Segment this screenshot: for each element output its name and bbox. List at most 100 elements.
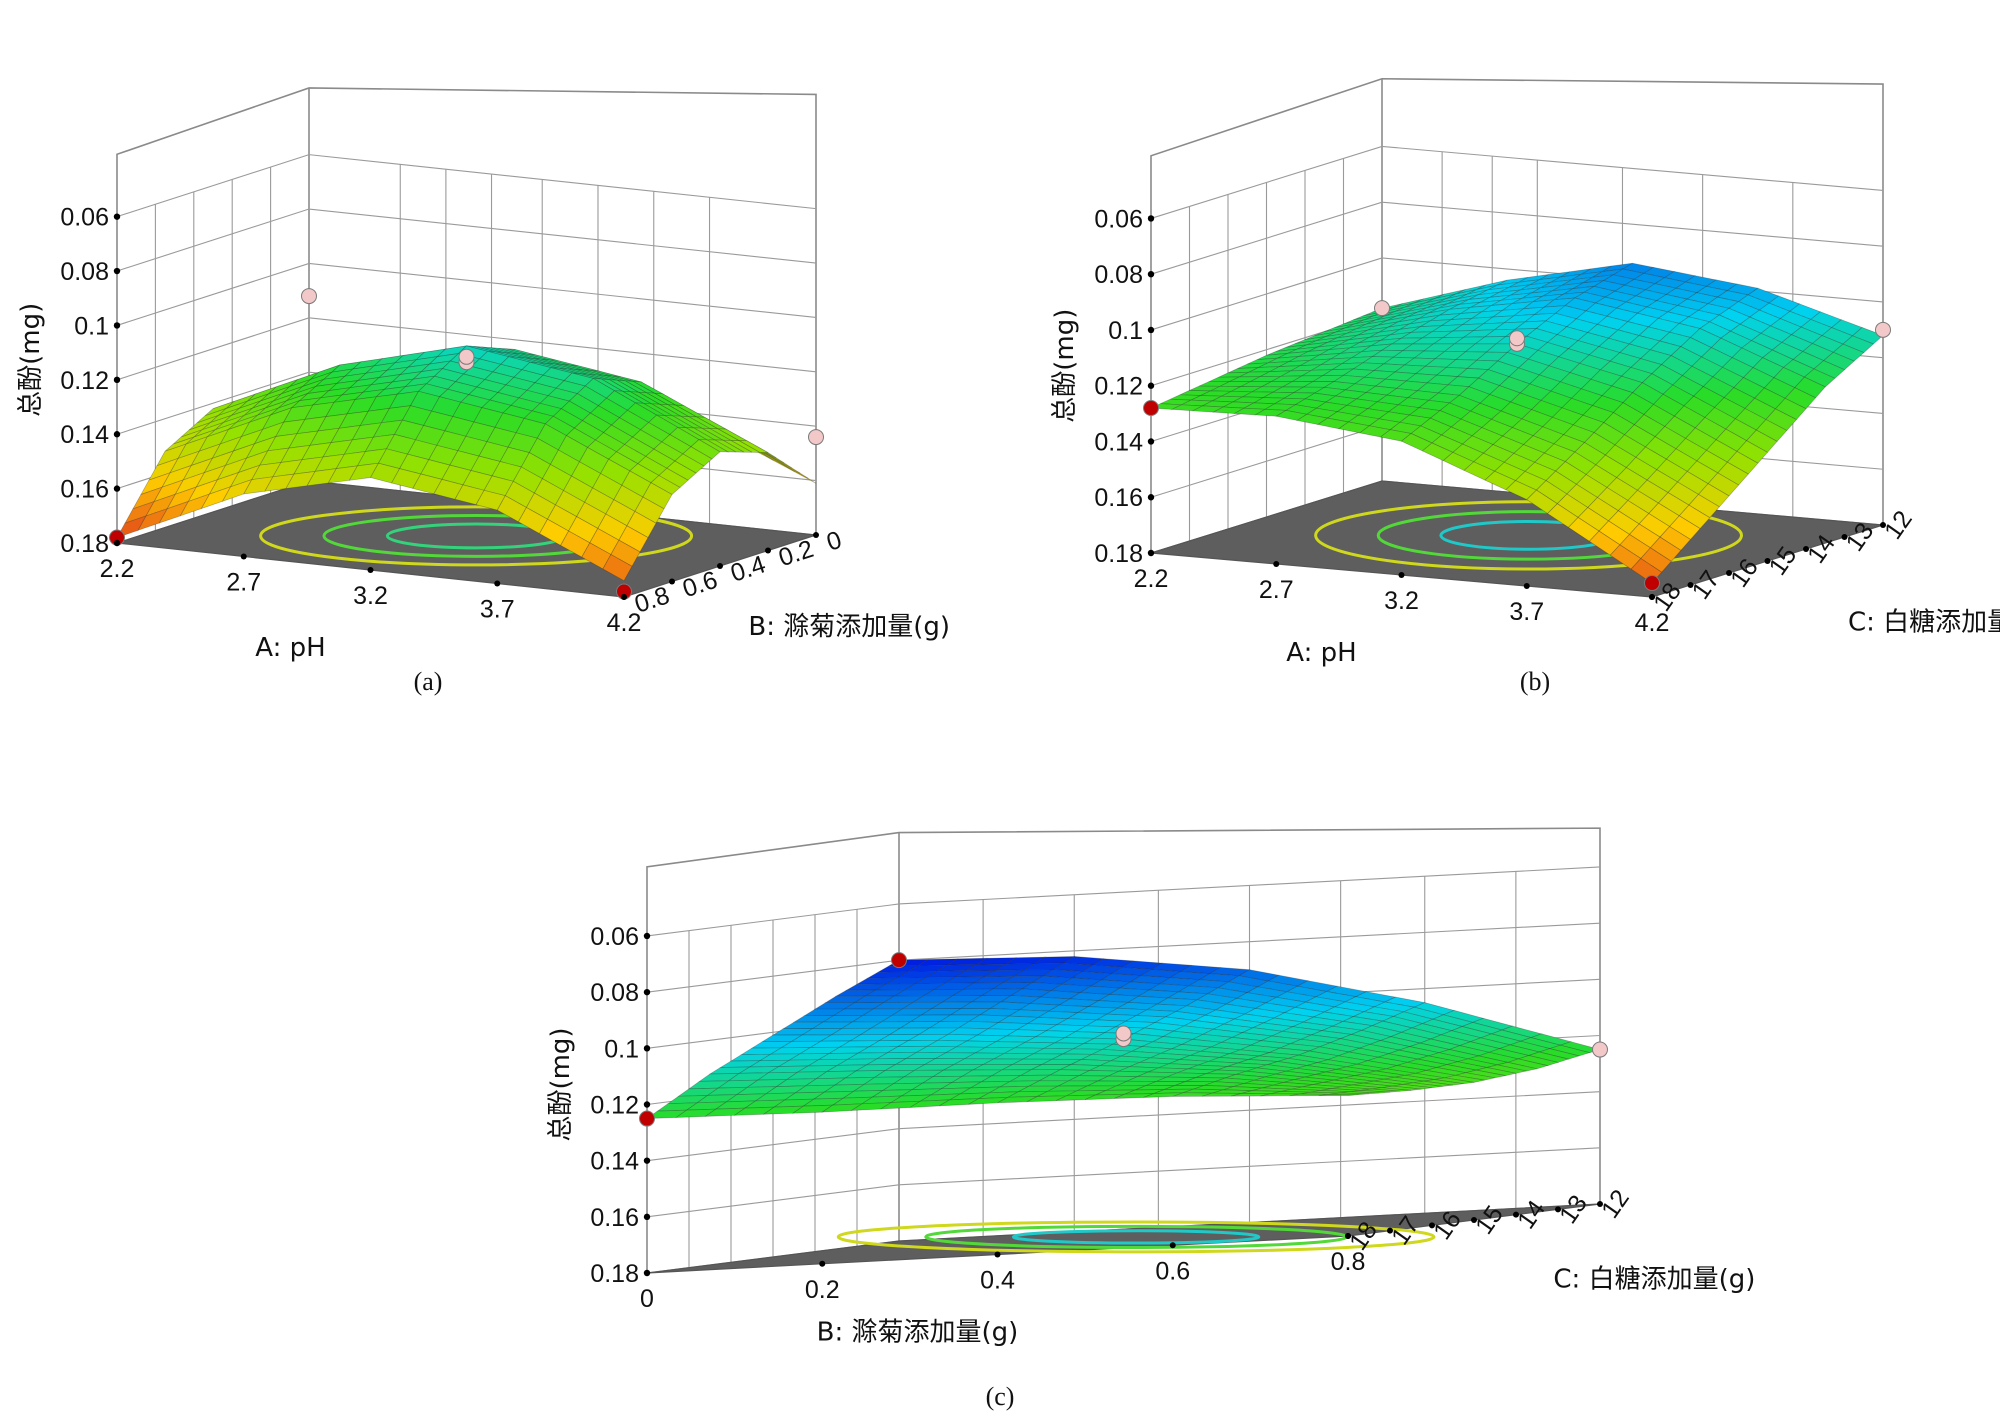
z-axis-title: 总酚(mg) [16,303,46,417]
z-tick [113,267,121,275]
y-tick [1803,546,1809,552]
y-tick-label: 12 [1596,1185,1635,1224]
contour-line [1314,500,1743,571]
z-tick-label: 0.16 [60,476,109,504]
y-tick [1387,1227,1393,1234]
z-axis-title: 总酚(mg) [546,1027,576,1141]
y-tick [1429,1222,1435,1229]
design-point [639,1110,655,1127]
x-tick [1523,583,1530,589]
x-tick [1169,1242,1176,1249]
z-tick-label: 0.16 [590,1204,639,1232]
x-tick [1148,550,1154,556]
y-tick [1471,1217,1477,1223]
z-axis-title: 总酚(mg) [1050,309,1080,423]
x-axis: 2.2 2.7 3.2 3.7 4.2 A: pH [1134,550,1670,668]
surface-cell [1318,1094,1359,1097]
design-points [639,952,1608,1127]
y-tick-label: 0 [823,526,845,557]
design-points [1143,300,1891,592]
x-tick-label: 0.2 [805,1276,840,1304]
x-tick-label: 4.2 [1635,609,1670,637]
x-tick [367,567,374,573]
panel-label: (b) [1520,667,1550,696]
z-tick-label: 0.08 [1094,261,1143,289]
x-axis: 0 0.2 0.4 0.6 0.8 B: 滁菊添加量(g) [640,1233,1365,1348]
y-tick [1649,594,1655,600]
z-tick-label: 0.18 [60,530,109,558]
design-point [1875,321,1891,338]
y-tick [669,578,675,585]
x-tick-label: 4.2 [607,609,642,637]
z-tick [643,1157,651,1164]
z-tick [1147,271,1155,278]
x-tick [644,1270,650,1276]
z-tick-label: 0.12 [60,367,109,395]
x-tick-label: 0 [640,1285,654,1313]
z-tick-label: 0.06 [60,204,109,232]
z-tick [1147,494,1155,501]
y-tick-label: 12 [1879,506,1918,545]
z-tick [113,322,121,329]
surface-plot-a: 0.06 0.08 0.1 0.12 0.14 0.16 0.18 总酚(mg) 2.2 2.7 3… [16,87,950,696]
x-tick-label: 0.8 [1331,1248,1366,1276]
y-tick-label: 15 [1470,1201,1509,1240]
x-tick [819,1260,826,1267]
z-tick-label: 0.12 [590,1091,639,1119]
y-tick-label: 14 [1512,1195,1551,1234]
z-tick-label: 0.16 [1094,484,1143,512]
contour-line [836,1220,1436,1254]
surface-plot-b: 0.06 0.08 0.1 0.12 0.14 0.16 0.18 总酚(mg) 2.2 2.7 3… [1050,77,2000,696]
y-tick [1764,558,1771,564]
x-axis-title: B: 滁菊添加量(g) [817,1318,1019,1348]
z-tick [113,485,121,492]
x-tick-label: 2.2 [100,555,135,583]
x-tick-label: 0.4 [980,1267,1015,1295]
z-tick [113,431,121,438]
x-axis-title: A: pH [1286,638,1356,668]
design-point [1592,1041,1608,1058]
x-tick-label: 3.7 [480,596,515,624]
x-tick-label: 2.7 [1259,576,1294,604]
design-point [891,952,907,969]
z-tick-label: 0.18 [1094,540,1143,568]
x-tick [494,580,501,587]
z-tick-label: 0.08 [60,258,109,286]
x-tick-label: 3.2 [1384,587,1419,615]
y-tick [1555,1206,1561,1213]
x-tick [114,540,120,546]
contour-line [259,505,694,567]
y-tick [717,563,723,569]
design-point [1644,575,1660,592]
z-tick-label: 0.06 [1094,205,1143,233]
design-point [1143,400,1159,417]
x-tick [994,1251,1001,1258]
design-point [1115,1025,1132,1042]
z-tick [113,213,121,220]
y-tick [1597,1201,1603,1207]
y-tick [1345,1233,1351,1239]
response-surface [1150,262,1884,584]
z-tick-label: 0.08 [590,979,639,1007]
z-tick-label: 0.1 [74,312,109,340]
x-axis: 2.2 2.7 3.2 3.7 4.2 A: pH [100,540,642,663]
y-axis-title: C: 白糖添加量(g) [1848,608,2000,638]
y-tick [813,532,819,538]
contour-floor [646,1203,1601,1274]
panel-label: (a) [414,667,443,696]
z-tick-label: 0.1 [1108,317,1143,345]
panel-label: (c) [986,1382,1015,1411]
design-point [1509,330,1525,347]
x-tick-label: 2.7 [226,569,261,597]
x-tick-label: 3.7 [1509,598,1544,626]
design-point [808,429,824,446]
z-tick [643,1101,651,1108]
z-tick [643,932,651,940]
y-tick [1841,534,1848,540]
y-tick [1726,570,1732,576]
surface-cell [602,554,633,582]
z-tick-label: 0.12 [1094,373,1143,401]
z-tick-label: 0.14 [60,421,109,449]
z-tick [1147,382,1155,389]
